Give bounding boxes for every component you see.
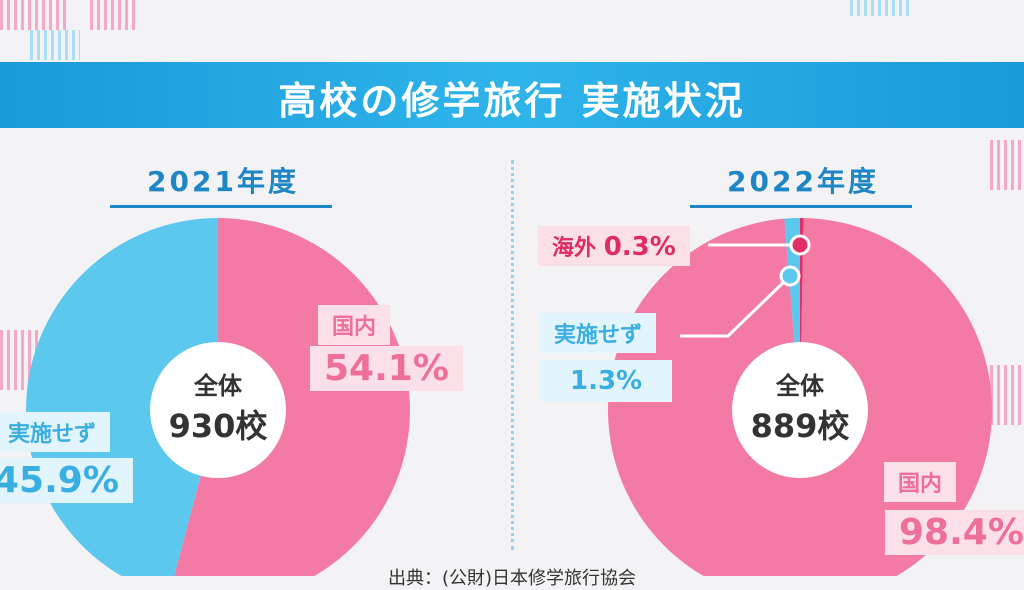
data-label-none-2021: 45.9% — [0, 458, 133, 503]
decor-stripes — [850, 0, 910, 16]
data-label-domestic-2022: 98.4% — [885, 510, 1024, 555]
center-circle-2022 — [732, 342, 868, 478]
decor-stripes — [0, 0, 70, 30]
title-underline — [690, 205, 912, 208]
leader-line-none — [680, 276, 790, 338]
center-label: 全体 — [194, 372, 242, 400]
decor-stripes — [990, 365, 1024, 425]
decor-stripes — [30, 30, 80, 60]
title-bar — [0, 62, 1024, 128]
center-circle-2021 — [150, 342, 286, 478]
decor-stripes — [990, 140, 1024, 190]
center-2021: 全体 930校 — [153, 366, 283, 447]
marker-overseas — [789, 234, 811, 256]
source-note: 出典：(公財)日本修学旅行協会 — [387, 568, 637, 589]
pie-charts — [26, 218, 992, 576]
page-title: 高校の修学旅行 実施状況 — [278, 79, 746, 123]
decor-stripes — [90, 0, 135, 30]
overseas-value: 0.3% — [603, 232, 676, 262]
center-label: 全体 — [776, 372, 824, 400]
title-underline — [110, 205, 332, 208]
data-label-domestic-2021: 54.1% — [310, 346, 463, 391]
slice-label-domestic-2021: 国内 — [318, 305, 391, 345]
overseas-label: 海外 — [552, 236, 597, 261]
chart-title-2022: 2022年度 — [727, 165, 879, 198]
slice-label-none-2022: 実施せず — [540, 313, 657, 353]
chart-title-2021: 2021年度 — [147, 165, 299, 198]
divider — [511, 160, 514, 550]
center-value: 930校 — [168, 407, 268, 445]
slice-label-none-2021: 実施せず — [0, 412, 111, 452]
slice-label-domestic-2022: 国内 — [884, 462, 957, 502]
center-value: 889校 — [750, 407, 850, 445]
data-label-none-2022: 1.3% — [540, 360, 673, 402]
marker-none — [779, 265, 801, 287]
slice-label-overseas-2022: 海外 0.3% — [538, 226, 690, 266]
center-2022: 全体 889校 — [735, 366, 865, 447]
